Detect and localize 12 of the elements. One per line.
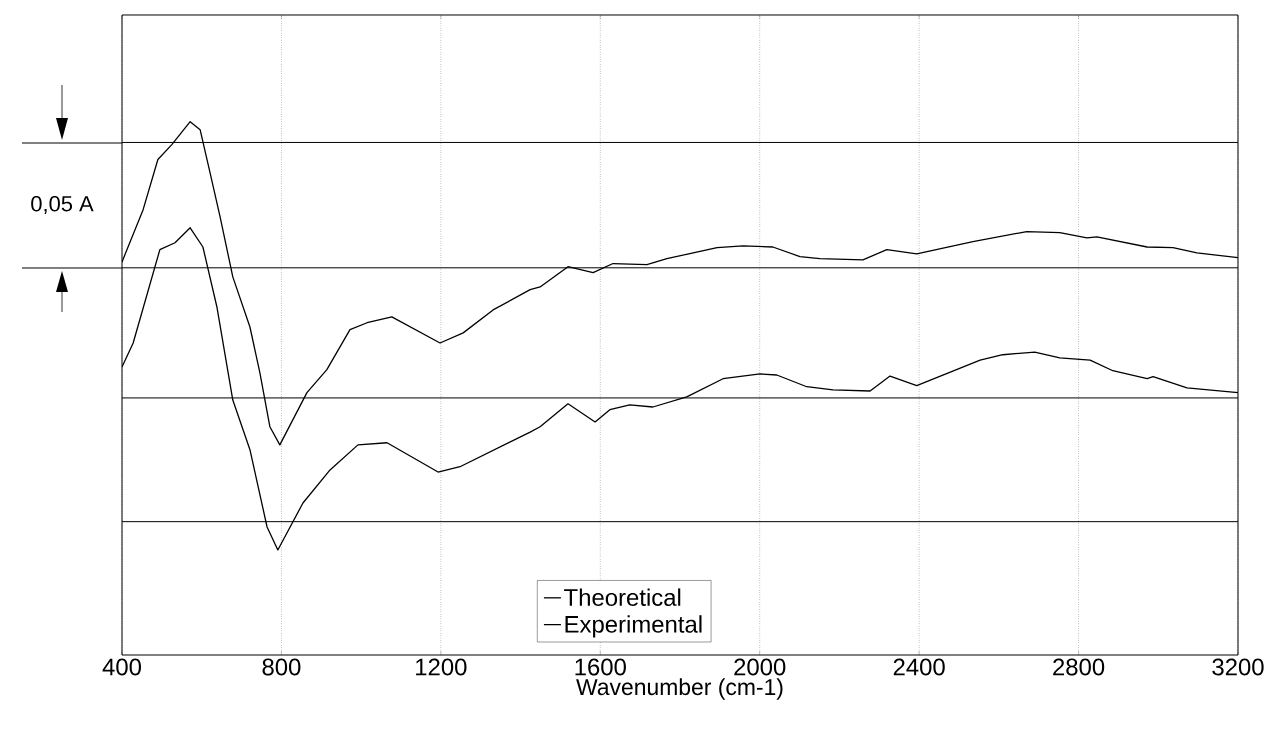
legend-label: Experimental	[565, 615, 702, 638]
x-tick-label: 400	[102, 658, 141, 676]
x-tick-label: 2000	[734, 658, 786, 676]
x-tick-label: 1600	[575, 658, 626, 676]
x-tick-label: 1200	[416, 658, 467, 676]
x-tick-label: 2400	[893, 658, 945, 676]
x-axis-title: Wavenumber (cm-1)	[576, 678, 783, 700]
x-tick-label: 2800	[1053, 658, 1105, 676]
x-tick-label: 3200	[1212, 658, 1264, 676]
legend-label: Theoretical	[564, 588, 681, 606]
text: 0,05 A	[31, 195, 94, 215]
x-tick-label: 800	[262, 658, 301, 676]
